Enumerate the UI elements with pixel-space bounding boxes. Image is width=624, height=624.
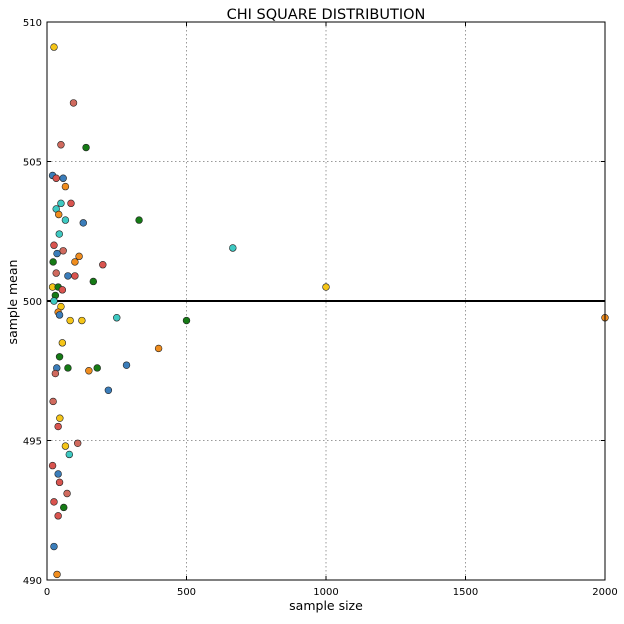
- data-point: [48, 461, 57, 470]
- data-point: [57, 141, 65, 149]
- data-point: [55, 210, 63, 219]
- y-tick-label: 495: [23, 437, 42, 448]
- x-tick-label: 0: [44, 587, 50, 598]
- y-tick-label: 505: [23, 158, 42, 169]
- data-point: [49, 397, 57, 406]
- data-point: [56, 414, 64, 422]
- axis-ticks: 0 500 1000 1500 2000 490 495 500 505 510: [23, 18, 618, 598]
- data-point: [85, 367, 93, 375]
- data-point: [52, 174, 60, 182]
- data-point: [69, 99, 78, 107]
- data-point: [122, 361, 131, 369]
- data-point: [75, 252, 83, 261]
- data-point: [61, 182, 70, 191]
- data-point: [50, 241, 58, 249]
- data-point: [154, 344, 163, 353]
- data-point: [53, 249, 61, 258]
- data-point: [55, 230, 63, 238]
- y-tick-label: 510: [23, 18, 42, 29]
- data-point: [182, 316, 191, 325]
- data-point: [89, 277, 98, 286]
- data-point: [54, 470, 62, 478]
- data-point: [50, 43, 58, 51]
- data-point: [65, 450, 74, 459]
- data-point: [93, 364, 101, 372]
- data-point: [64, 272, 72, 280]
- data-point: [50, 297, 58, 305]
- x-tick-label: 500: [177, 587, 196, 598]
- data-point: [99, 261, 107, 269]
- data-point: [55, 478, 64, 487]
- data-point: [79, 219, 87, 227]
- x-axis-label: sample size: [289, 598, 363, 613]
- chart-title: CHI SQUARE DISTRIBUTION: [227, 7, 426, 23]
- data-point: [55, 353, 64, 361]
- data-point: [54, 512, 62, 520]
- data-point: [104, 386, 113, 394]
- data-point: [61, 442, 70, 450]
- data-point: [52, 269, 60, 277]
- data-points: [48, 43, 609, 579]
- data-point: [82, 143, 90, 152]
- data-point: [61, 216, 70, 224]
- y-tick-label: 490: [23, 576, 42, 587]
- data-point: [50, 498, 58, 506]
- data-point: [60, 503, 68, 512]
- data-point: [49, 258, 57, 266]
- y-tick-label: 500: [23, 297, 42, 308]
- data-point: [71, 272, 79, 280]
- data-point: [71, 258, 79, 266]
- data-point: [59, 247, 67, 255]
- data-point: [67, 199, 75, 208]
- data-point: [59, 174, 67, 182]
- data-point: [113, 314, 121, 322]
- data-point: [57, 199, 65, 208]
- data-point: [73, 439, 82, 447]
- data-point: [78, 316, 86, 325]
- data-point: [229, 244, 237, 252]
- data-point: [135, 216, 143, 224]
- data-point: [64, 364, 72, 372]
- y-axis-label: sample mean: [5, 260, 20, 345]
- data-point: [58, 339, 67, 347]
- data-point: [53, 570, 61, 579]
- data-point: [54, 422, 62, 431]
- data-point: [51, 369, 60, 378]
- x-tick-label: 1500: [453, 587, 478, 598]
- data-point: [66, 316, 74, 325]
- data-point: [322, 283, 330, 291]
- x-tick-label: 2000: [592, 587, 617, 598]
- data-point: [58, 286, 67, 294]
- data-point: [63, 489, 71, 498]
- x-tick-label: 1000: [313, 587, 338, 598]
- data-point: [55, 311, 64, 319]
- data-point: [50, 542, 58, 551]
